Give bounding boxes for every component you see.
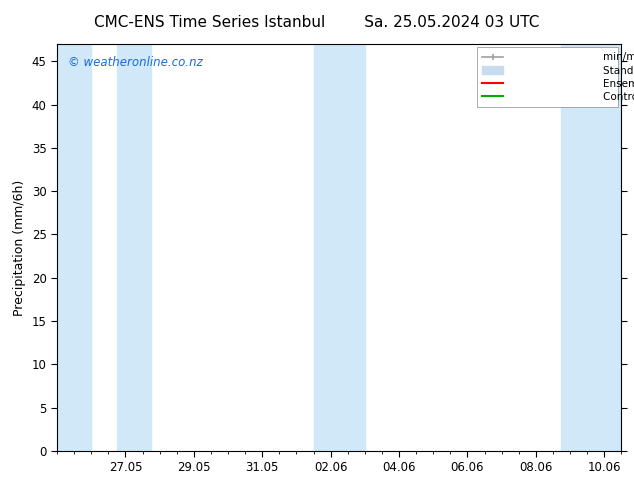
- Bar: [562, 44, 621, 451]
- Text: © weatheronline.co.nz: © weatheronline.co.nz: [68, 56, 203, 69]
- Bar: [314, 44, 365, 451]
- Bar: [117, 44, 151, 451]
- Y-axis label: Precipitation (mm/6h): Precipitation (mm/6h): [13, 179, 26, 316]
- Text: CMC-ENS Time Series Istanbul        Sa. 25.05.2024 03 UTC: CMC-ENS Time Series Istanbul Sa. 25.05.2…: [94, 15, 540, 30]
- Bar: [57, 44, 91, 451]
- Legend: min/max, Standard deviation, Ensemble mean run, Controll run: min/max, Standard deviation, Ensemble me…: [477, 47, 618, 107]
